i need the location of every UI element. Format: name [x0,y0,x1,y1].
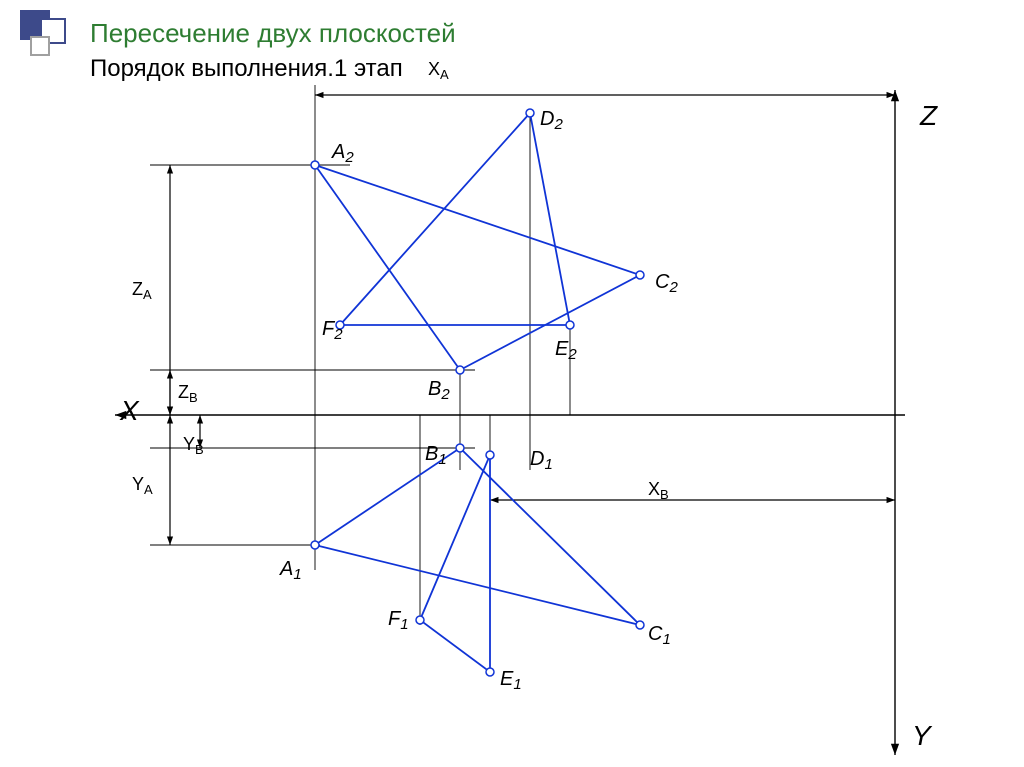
triangle-DEF2 [340,113,570,325]
triangle-ABC2 [315,165,640,370]
point-A1 [311,541,319,549]
point-E1 [486,668,494,676]
triangle-DEF1 [420,455,490,672]
svg-text:ZB: ZB [178,382,198,405]
svg-text:ZA: ZA [132,279,152,302]
svg-text:C1: C1 [648,623,671,648]
svg-text:XB: XB [648,479,669,502]
point-F1 [416,616,424,624]
svg-text:Y: Y [912,720,933,751]
svg-text:F1: F1 [388,608,409,633]
point-C1 [636,621,644,629]
svg-text:XA: XA [428,59,449,82]
point-D1 [486,451,494,459]
svg-text:E2: E2 [555,338,577,363]
diagram-svg: XAZAZBYBYAXBXZYA2B2C2D2E2F2A1B1C1D1E1F1 [0,0,1024,767]
triangle-ABC1 [315,448,640,625]
point-E2 [566,321,574,329]
svg-text:Z: Z [919,100,938,131]
svg-text:YA: YA [132,474,153,497]
svg-text:A2: A2 [331,141,354,166]
point-B1 [456,444,464,452]
svg-text:D1: D1 [530,448,553,473]
point-A2 [311,161,319,169]
point-D2 [526,109,534,117]
svg-text:B1: B1 [425,443,447,468]
point-C2 [636,271,644,279]
svg-text:E1: E1 [500,668,522,693]
point-B2 [456,366,464,374]
svg-text:B2: B2 [428,378,450,403]
svg-text:X: X [119,395,140,426]
svg-text:C2: C2 [655,271,678,296]
svg-text:D2: D2 [540,108,563,133]
svg-text:A1: A1 [279,558,302,583]
